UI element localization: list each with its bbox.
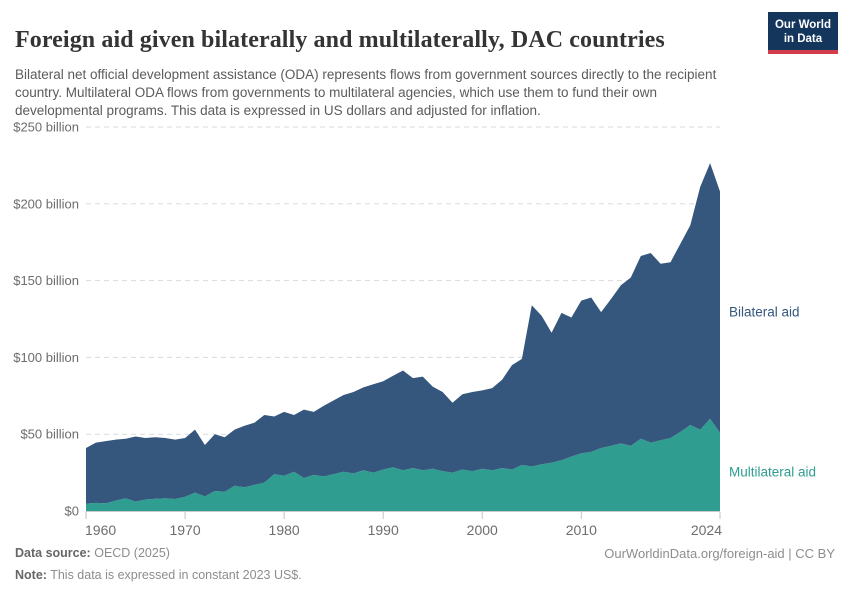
x-axis-tick-label: 1960 <box>85 522 116 538</box>
owid-logo[interactable]: Our World in Data <box>767 12 838 55</box>
x-axis-tick-label: 2024 <box>691 522 722 538</box>
note-label: Note: <box>15 568 47 582</box>
attribution-link[interactable]: OurWorldinData.org/foreign-aid | CC BY <box>604 546 835 561</box>
area-multilateral-aid <box>86 418 720 511</box>
x-axis-tick-label: 2010 <box>566 522 597 538</box>
y-axis-tick-label: $150 billion <box>13 273 79 288</box>
y-axis-tick-label: $250 billion <box>13 120 79 135</box>
x-axis-tick-label: 1980 <box>269 522 300 538</box>
data-source-label: Data source: <box>15 546 91 560</box>
series-label-bilateral-aid: Bilateral aid <box>729 305 800 320</box>
y-axis-tick-label: $200 billion <box>13 196 79 211</box>
owid-logo-line2: in Data <box>783 33 823 46</box>
data-source-value: OECD (2025) <box>94 546 170 560</box>
x-axis-tick-label: 1970 <box>169 522 200 538</box>
note-line: Note: This data is expressed in constant… <box>15 568 302 582</box>
x-axis-tick-label: 1990 <box>368 522 399 538</box>
series-label-multilateral-aid: Multilateral aid <box>729 464 816 479</box>
y-axis-tick-label: $100 billion <box>13 350 79 365</box>
data-source-line: Data source: OECD (2025) <box>15 546 170 560</box>
area-bilateral-aid <box>86 163 720 504</box>
y-axis-tick-label: $0 <box>65 504 79 519</box>
chart-subtitle: Bilateral net official development assis… <box>15 66 717 119</box>
y-axis-tick-label: $50 billion <box>20 427 79 442</box>
x-axis-tick-label: 2000 <box>467 522 498 538</box>
chart-title: Foreign aid given bilaterally and multil… <box>15 27 665 54</box>
owid-logo-line1: Our World <box>774 19 831 31</box>
note-value: This data is expressed in constant 2023 … <box>50 568 302 582</box>
